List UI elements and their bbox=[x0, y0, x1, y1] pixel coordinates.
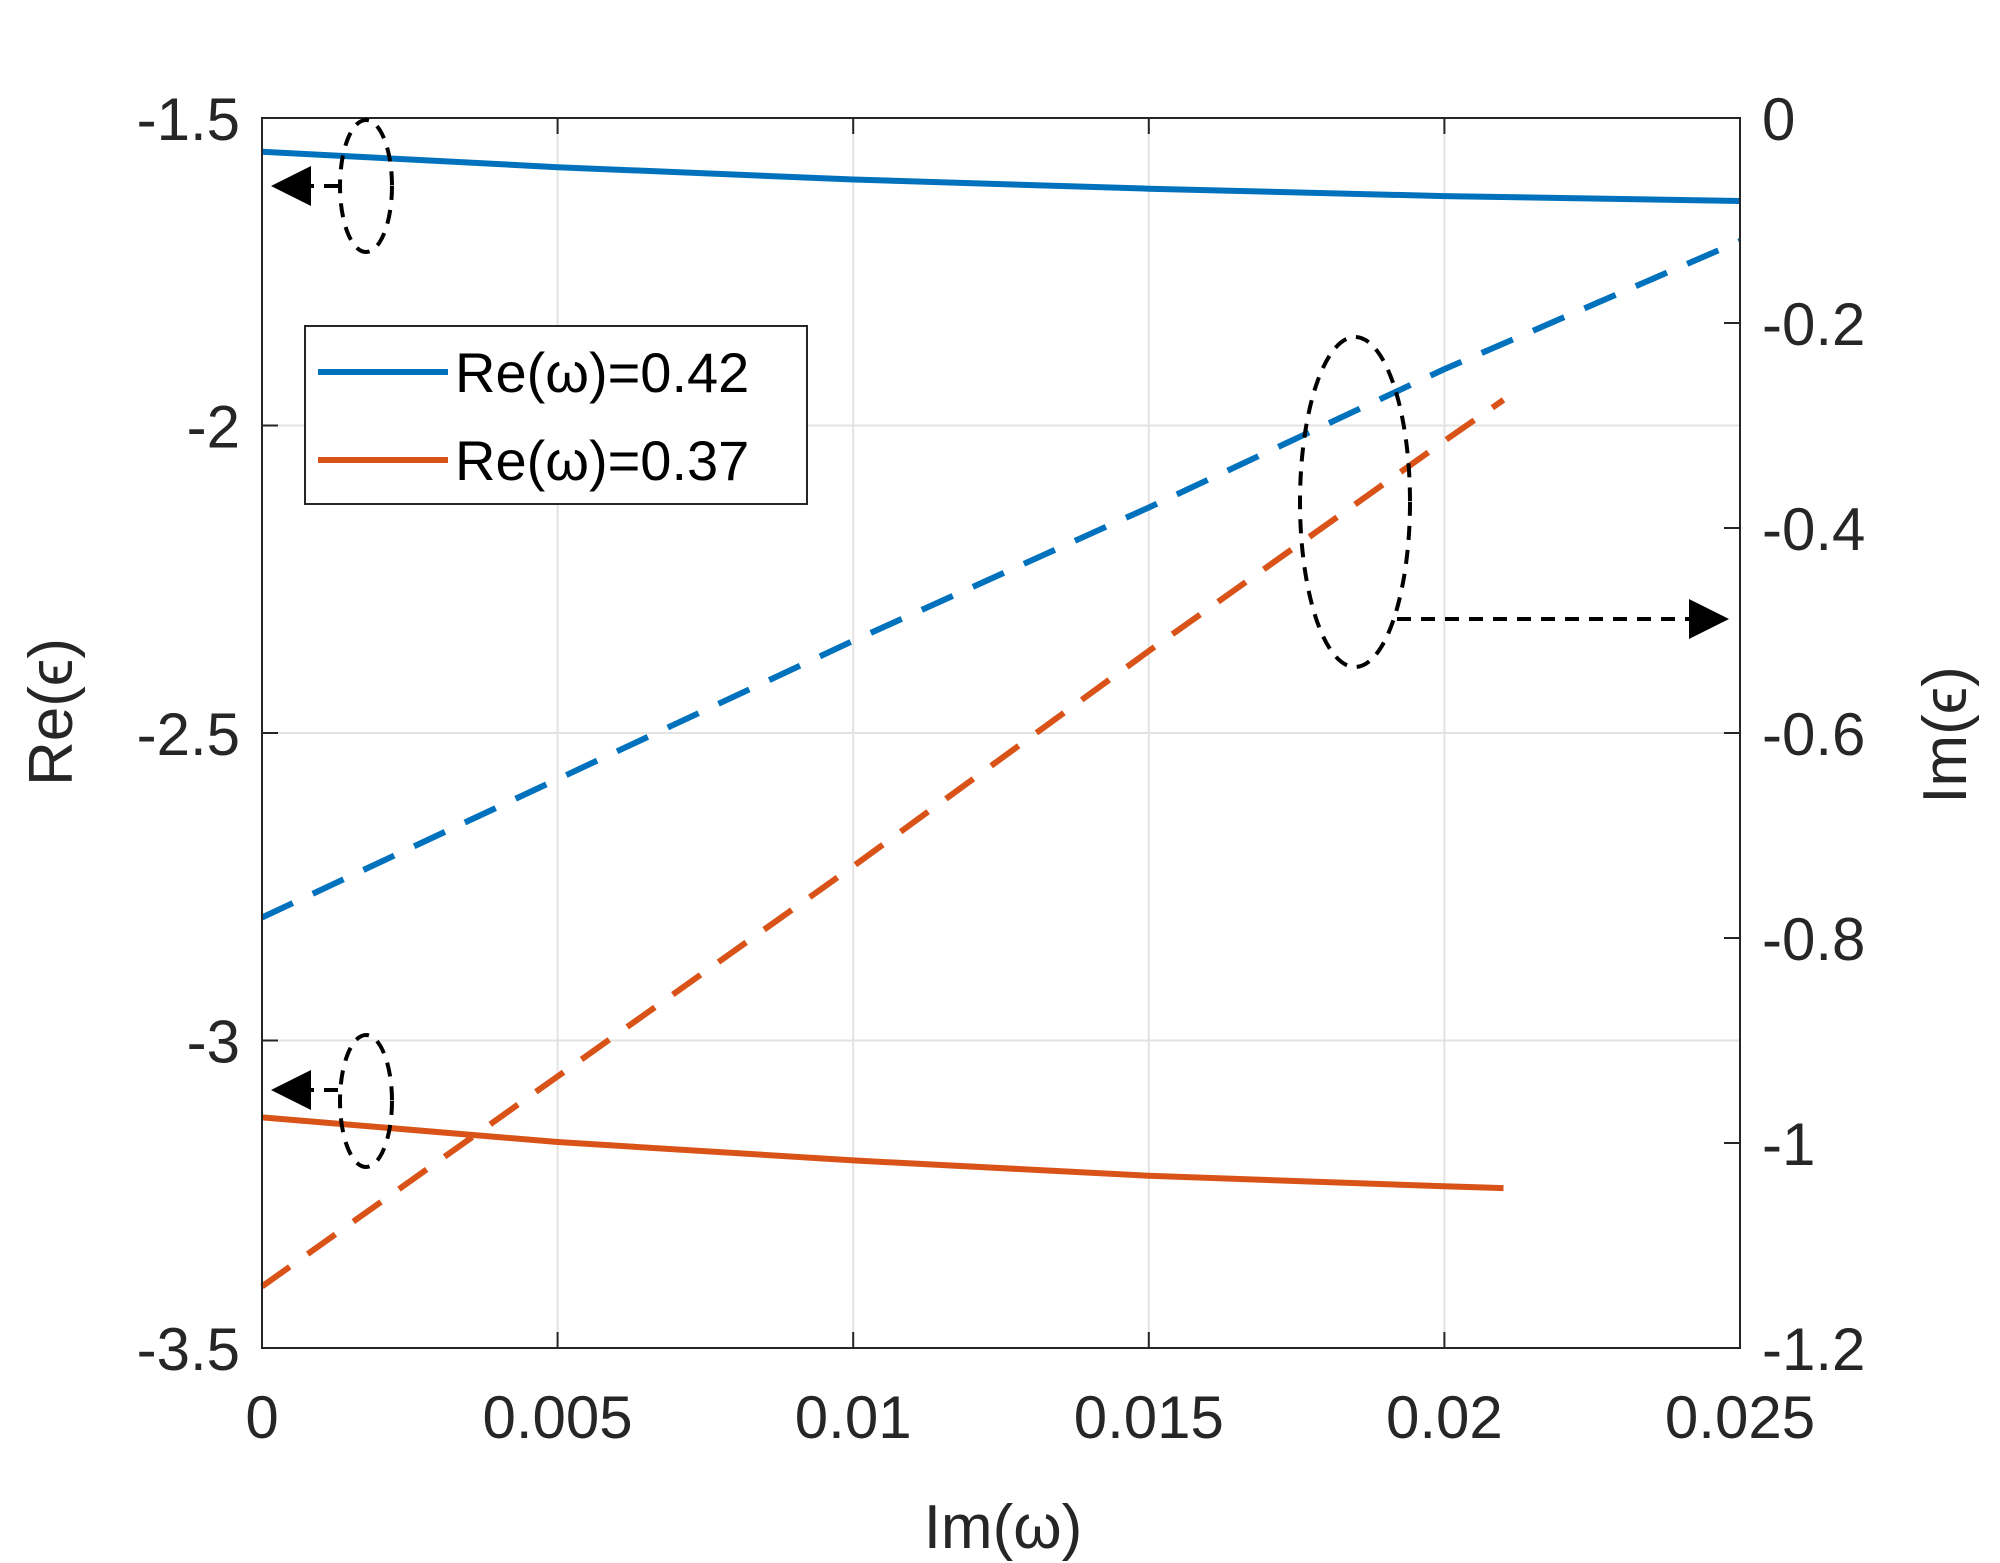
y-right-tick-label: 0 bbox=[1762, 86, 1795, 153]
y-left-tick-label: -3 bbox=[187, 1009, 240, 1076]
annotation-ellipse-dashed-lines bbox=[1298, 335, 1412, 669]
y-right-tick-label: -1.2 bbox=[1762, 1316, 1865, 1383]
x-tick-label: 0.015 bbox=[1074, 1384, 1224, 1451]
y-right-tick-label: -0.8 bbox=[1762, 906, 1865, 973]
y-left-tick-label: -2 bbox=[187, 394, 240, 461]
annotations bbox=[271, 118, 1729, 1169]
y-axis-right-title: Im(ϵ) bbox=[1911, 666, 1980, 804]
series-line-3-dashed bbox=[260, 397, 1506, 1289]
grid-lines bbox=[262, 118, 1740, 1348]
legend: Re(ω)=0.42 Re(ω)=0.37 bbox=[304, 325, 808, 505]
annotation-ellipse-blue-solid bbox=[338, 118, 394, 254]
x-tick-label: 0.025 bbox=[1665, 1384, 1815, 1451]
y-left-tick-label: -3.5 bbox=[137, 1316, 240, 1383]
y-right-tick-label: -1 bbox=[1762, 1111, 1815, 1178]
x-tick-label: 0.02 bbox=[1386, 1384, 1503, 1451]
y-right-tick-label: -0.6 bbox=[1762, 701, 1865, 768]
y-left-tick-label: -2.5 bbox=[137, 701, 240, 768]
legend-label-orange: Re(ω)=0.37 bbox=[455, 429, 749, 492]
series-layer bbox=[260, 148, 1742, 1289]
x-tick-label: 0 bbox=[245, 1384, 278, 1451]
x-tick-label: 0.005 bbox=[483, 1384, 633, 1451]
x-tick-label: 0.01 bbox=[795, 1384, 912, 1451]
series-line-2-solid bbox=[261, 1114, 1504, 1192]
series-line-0-solid bbox=[261, 148, 1741, 204]
y-axis-left: -1.5 -2 -2.5 -3 -3.5 bbox=[137, 86, 278, 1383]
legend-box bbox=[304, 325, 808, 505]
annotation-ellipse-orange-solid bbox=[338, 1033, 394, 1169]
y-right-tick-label: -0.4 bbox=[1762, 496, 1865, 563]
y-axis-right: 0 -0.2 -0.4 -0.6 -0.8 -1 -1.2 bbox=[1724, 86, 1865, 1383]
series-line-1-dashed bbox=[260, 238, 1742, 921]
y-right-tick-label: -0.2 bbox=[1762, 291, 1865, 358]
y-left-tick-label: -1.5 bbox=[137, 86, 240, 153]
legend-label-blue: Re(ω)=0.42 bbox=[455, 341, 749, 404]
y-axis-left-title: Re(ϵ) bbox=[17, 638, 86, 786]
x-axis: 0 0.005 0.01 0.015 0.02 0.025 bbox=[245, 118, 1815, 1451]
x-axis-title: Im(ω) bbox=[924, 1493, 1083, 1562]
